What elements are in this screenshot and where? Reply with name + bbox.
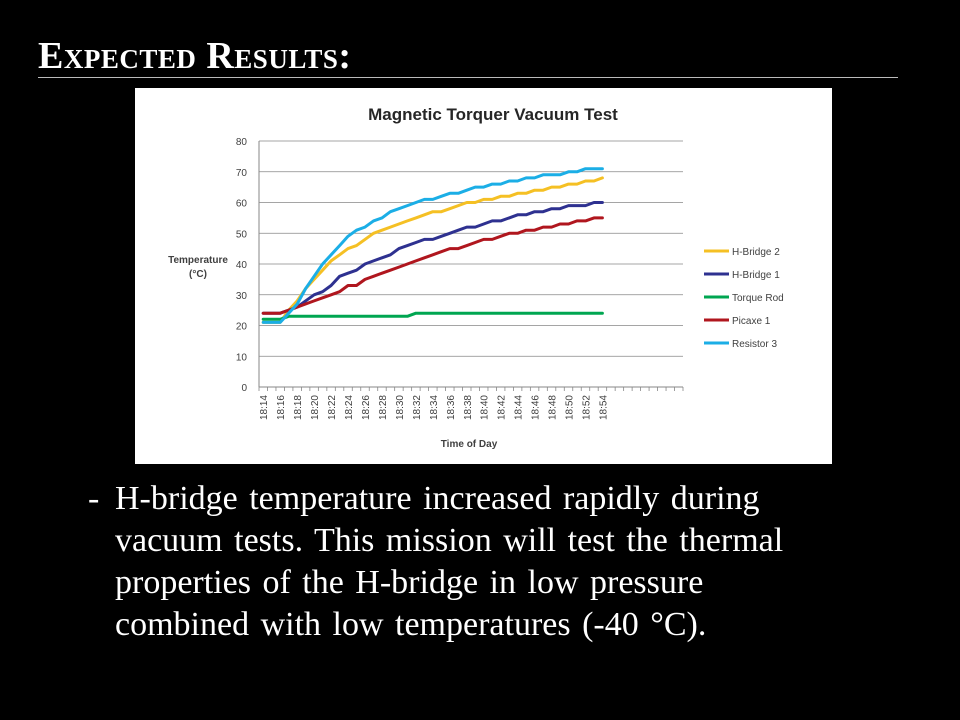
x-tick-label: 18:52: [581, 395, 592, 420]
y-tick-label: 10: [236, 352, 248, 363]
slide-title: Expected Results:: [38, 35, 352, 77]
chart-panel: Magnetic Torquer Vacuum Test 0 10 20 30 40 50 6…: [135, 88, 832, 464]
y-tick-label: 20: [236, 322, 248, 333]
legend-label: H-Bridge 2: [732, 247, 780, 258]
x-tick-label: 18:36: [446, 395, 457, 420]
legend-label: Resistor 3: [732, 339, 777, 350]
legend-label: H-Bridge 1: [732, 270, 780, 281]
x-tick-label: 18:46: [531, 395, 542, 420]
x-tick-label: 18:20: [310, 395, 321, 420]
x-tick-label: 18:34: [429, 395, 440, 420]
y-tick-label: 60: [236, 199, 248, 210]
y-axis-title: Temperature: [168, 255, 228, 266]
bullet-dash: -: [88, 480, 100, 517]
x-tick-label: 18:28: [378, 395, 389, 420]
x-tick-label: 18:44: [514, 395, 525, 420]
bullet-line: properties of the H-bridge in low pressu…: [115, 564, 704, 601]
x-tick-label: 18:24: [344, 395, 355, 420]
x-tick-label: 18:38: [463, 395, 474, 420]
series-line-h-bridge-1: [261, 201, 604, 315]
x-tick-label: 18:40: [480, 395, 491, 420]
legend-label: Picaxe 1: [732, 316, 771, 327]
bullet-line: vacuum tests. This mission will test the…: [115, 522, 784, 559]
title-divider: [38, 77, 898, 78]
x-tick-label: 18:42: [497, 395, 508, 420]
x-tick-label: 18:14: [259, 395, 270, 420]
y-tick-label: 50: [236, 229, 248, 240]
y-tick-label: 40: [236, 260, 248, 271]
x-axis-title: Time of Day: [441, 439, 498, 450]
series-line-resistor-3: [261, 167, 604, 324]
y-tick-label: 70: [236, 168, 248, 179]
line-chart: Magnetic Torquer Vacuum Test 0 10 20 30 40 50 6…: [168, 105, 784, 450]
x-tick-label: 18:32: [412, 395, 423, 420]
series-line-torque-rod: [261, 311, 604, 321]
x-tick-label: 18:22: [327, 395, 338, 420]
x-tick-label: 18:16: [276, 395, 287, 420]
bullet-line: H-bridge temperature increased rapidly d…: [115, 480, 760, 517]
y-tick-label: 30: [236, 291, 248, 302]
x-tick-label: 18:54: [598, 395, 609, 420]
chart-title: Magnetic Torquer Vacuum Test: [368, 105, 618, 124]
x-tick-label: 18:26: [361, 395, 372, 420]
x-tick-label: 18:18: [293, 395, 304, 420]
bullet-text: H-bridge temperature increased rapidly d…: [115, 478, 845, 646]
series-line-h-bridge-2: [261, 176, 604, 324]
x-tick-label: 18:48: [548, 395, 559, 420]
y-axis-title: (°C): [189, 269, 207, 280]
x-tick-label: 18:30: [395, 395, 406, 420]
series-line-picaxe-1: [261, 216, 604, 315]
y-tick-label: 80: [236, 137, 248, 148]
legend-label: Torque Rod: [732, 293, 784, 304]
y-tick-label: 0: [241, 383, 247, 394]
bullet-line: combined with low temperatures (-40 °C).: [115, 606, 707, 643]
x-tick-label: 18:50: [565, 395, 576, 420]
